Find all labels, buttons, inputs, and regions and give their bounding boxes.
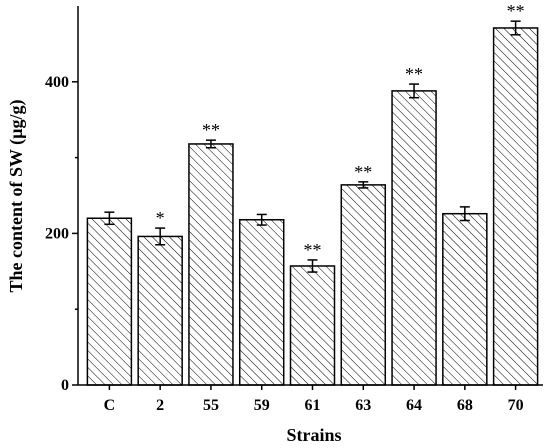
bar-55 xyxy=(188,143,234,386)
bar-61 xyxy=(289,265,336,386)
x-axis-label: Strains xyxy=(286,425,341,445)
bar-2 xyxy=(137,235,183,386)
x-tick-label-2: 2 xyxy=(156,397,164,414)
significance-label-61: ** xyxy=(304,240,322,260)
significance-label-63: ** xyxy=(354,162,372,182)
x-tick-label-55: 55 xyxy=(203,397,219,414)
x-tick-label-61: 61 xyxy=(305,397,321,414)
bar-68 xyxy=(442,212,488,386)
x-tick-label-64: 64 xyxy=(406,397,422,414)
bar-63 xyxy=(340,184,387,386)
y-axis-label: The content of SW (µg/g) xyxy=(6,99,27,292)
x-tick-label-70: 70 xyxy=(508,397,524,414)
significance-label-70: ** xyxy=(507,1,525,21)
y-tick-label-200: 200 xyxy=(45,225,69,242)
bar-59 xyxy=(238,219,285,386)
bar-C xyxy=(86,217,133,386)
x-tick-label-C: C xyxy=(104,397,116,414)
x-tick-label-63: 63 xyxy=(355,397,371,414)
bar-64 xyxy=(391,90,437,386)
x-tick-label-68: 68 xyxy=(457,397,473,414)
x-tick-label-59: 59 xyxy=(254,397,270,414)
y-tick-label-400: 400 xyxy=(45,74,69,91)
y-tick-label-0: 0 xyxy=(61,377,69,394)
bar-70 xyxy=(492,27,539,386)
significance-label-2: * xyxy=(156,208,165,228)
significance-label-55: ** xyxy=(202,120,220,140)
significance-label-64: ** xyxy=(405,64,423,84)
